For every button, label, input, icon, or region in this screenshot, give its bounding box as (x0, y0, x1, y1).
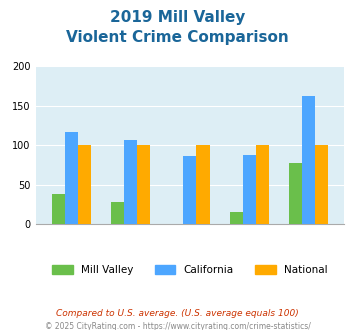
Bar (51, 194, 65, 224)
Bar (315, 145, 328, 224)
Bar (78, 145, 91, 224)
Legend: Mill Valley, California, National: Mill Valley, California, National (48, 261, 332, 280)
Bar (65, 132, 78, 224)
Text: © 2025 CityRating.com - https://www.cityrating.com/crime-statistics/: © 2025 CityRating.com - https://www.city… (45, 322, 310, 330)
Bar (289, 163, 302, 224)
Bar (111, 202, 124, 224)
Text: 2019 Mill Valley: 2019 Mill Valley (110, 10, 245, 25)
Text: Violent Crime Comparison: Violent Crime Comparison (66, 30, 289, 45)
Bar (256, 145, 269, 224)
Bar (243, 155, 256, 224)
Bar (196, 145, 209, 224)
Bar (124, 140, 137, 224)
Bar (184, 156, 196, 224)
Text: Compared to U.S. average. (U.S. average equals 100): Compared to U.S. average. (U.S. average … (56, 309, 299, 317)
Bar (302, 96, 315, 224)
Bar (230, 212, 243, 224)
Bar (137, 145, 150, 224)
